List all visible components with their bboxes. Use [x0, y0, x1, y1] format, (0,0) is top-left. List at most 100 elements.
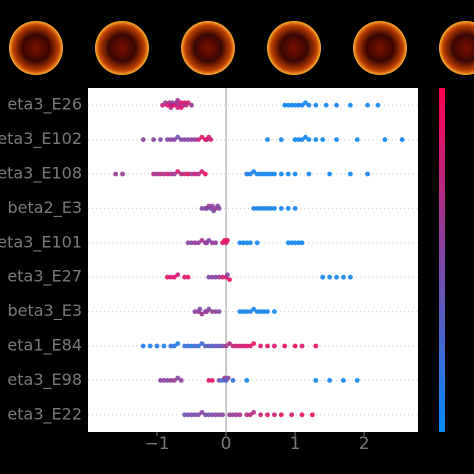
- dot: [265, 137, 270, 143]
- dot: [168, 378, 174, 383]
- dot: [216, 309, 222, 314]
- dot: [278, 206, 284, 211]
- dot: [192, 343, 198, 349]
- dot: [151, 137, 156, 143]
- dot: [189, 240, 194, 246]
- dot: [209, 412, 215, 418]
- dot: [289, 240, 295, 246]
- plot-area: [88, 88, 418, 432]
- dot: [182, 171, 188, 177]
- dot: [154, 171, 160, 177]
- dot: [199, 134, 205, 140]
- dot: [272, 343, 277, 349]
- feature-label: eta3_E102: [0, 129, 82, 149]
- dot: [251, 341, 257, 346]
- dot: [244, 343, 250, 349]
- dot: [185, 100, 191, 106]
- dot: [213, 240, 219, 246]
- dot: [175, 272, 181, 278]
- dot: [168, 343, 174, 349]
- feature-label: beta3_E3: [7, 301, 82, 321]
- dot: [199, 311, 205, 317]
- dot: [244, 412, 250, 418]
- dot: [192, 171, 198, 177]
- dot: [313, 102, 319, 108]
- dot: [185, 240, 191, 246]
- dot: [299, 240, 305, 246]
- dot: [168, 137, 174, 143]
- dot: [282, 343, 288, 349]
- dot: [365, 171, 371, 177]
- dot: [185, 137, 191, 143]
- dot: [347, 171, 353, 177]
- dot: [292, 137, 298, 143]
- dot: [285, 206, 291, 211]
- dot: [154, 343, 160, 349]
- thumbnail: [9, 21, 63, 75]
- dot: [158, 378, 163, 383]
- dot: [334, 274, 339, 280]
- dot: [206, 306, 212, 312]
- dot: [230, 412, 236, 418]
- dot: [168, 105, 174, 110]
- dot: [216, 274, 222, 280]
- dot: [251, 410, 257, 415]
- dot: [196, 343, 201, 349]
- dot: [272, 171, 277, 177]
- feature-label: eta3_E22: [7, 404, 82, 424]
- dot: [303, 100, 308, 106]
- dot: [265, 206, 270, 211]
- dot: [227, 277, 232, 282]
- dot: [289, 412, 295, 418]
- dot: [299, 137, 305, 143]
- dot: [199, 206, 205, 211]
- dot: [268, 171, 274, 177]
- dot: [313, 343, 319, 349]
- dot: [178, 171, 184, 177]
- dot: [189, 102, 194, 108]
- thumbnail: [181, 21, 235, 75]
- dot: [206, 238, 212, 243]
- dot: [178, 137, 184, 143]
- dot: [185, 343, 191, 349]
- dot: [192, 412, 198, 418]
- feature-label: eta3_E98: [7, 370, 82, 390]
- thumbnail: [353, 21, 407, 75]
- dot: [230, 343, 236, 349]
- dot: [292, 171, 298, 177]
- dot: [189, 137, 194, 143]
- dot: [223, 343, 229, 349]
- dot: [220, 274, 226, 280]
- dot: [189, 412, 194, 418]
- dot: [341, 274, 346, 280]
- dot: [216, 206, 222, 211]
- dot: [289, 102, 295, 108]
- dot: [265, 171, 270, 177]
- dot: [182, 343, 188, 349]
- dot: [113, 171, 119, 177]
- dot: [196, 412, 201, 418]
- dot: [261, 171, 267, 177]
- dot: [247, 412, 253, 418]
- dot: [258, 343, 263, 349]
- dot: [206, 343, 212, 349]
- dot: [171, 171, 177, 177]
- thumbnails: [9, 21, 474, 75]
- dot: [164, 171, 170, 177]
- dot: [254, 309, 260, 314]
- dot: [225, 272, 230, 278]
- dot: [365, 102, 371, 108]
- feature-label: beta2_E3: [7, 198, 82, 218]
- dot: [161, 171, 167, 177]
- dot: [306, 137, 312, 143]
- dot: [199, 341, 205, 346]
- dot: [225, 238, 230, 243]
- dot: [272, 206, 277, 211]
- dot: [192, 309, 198, 314]
- dot: [285, 171, 291, 177]
- dot: [202, 171, 208, 177]
- dot: [171, 378, 177, 383]
- dot: [164, 274, 170, 280]
- dot: [265, 309, 270, 314]
